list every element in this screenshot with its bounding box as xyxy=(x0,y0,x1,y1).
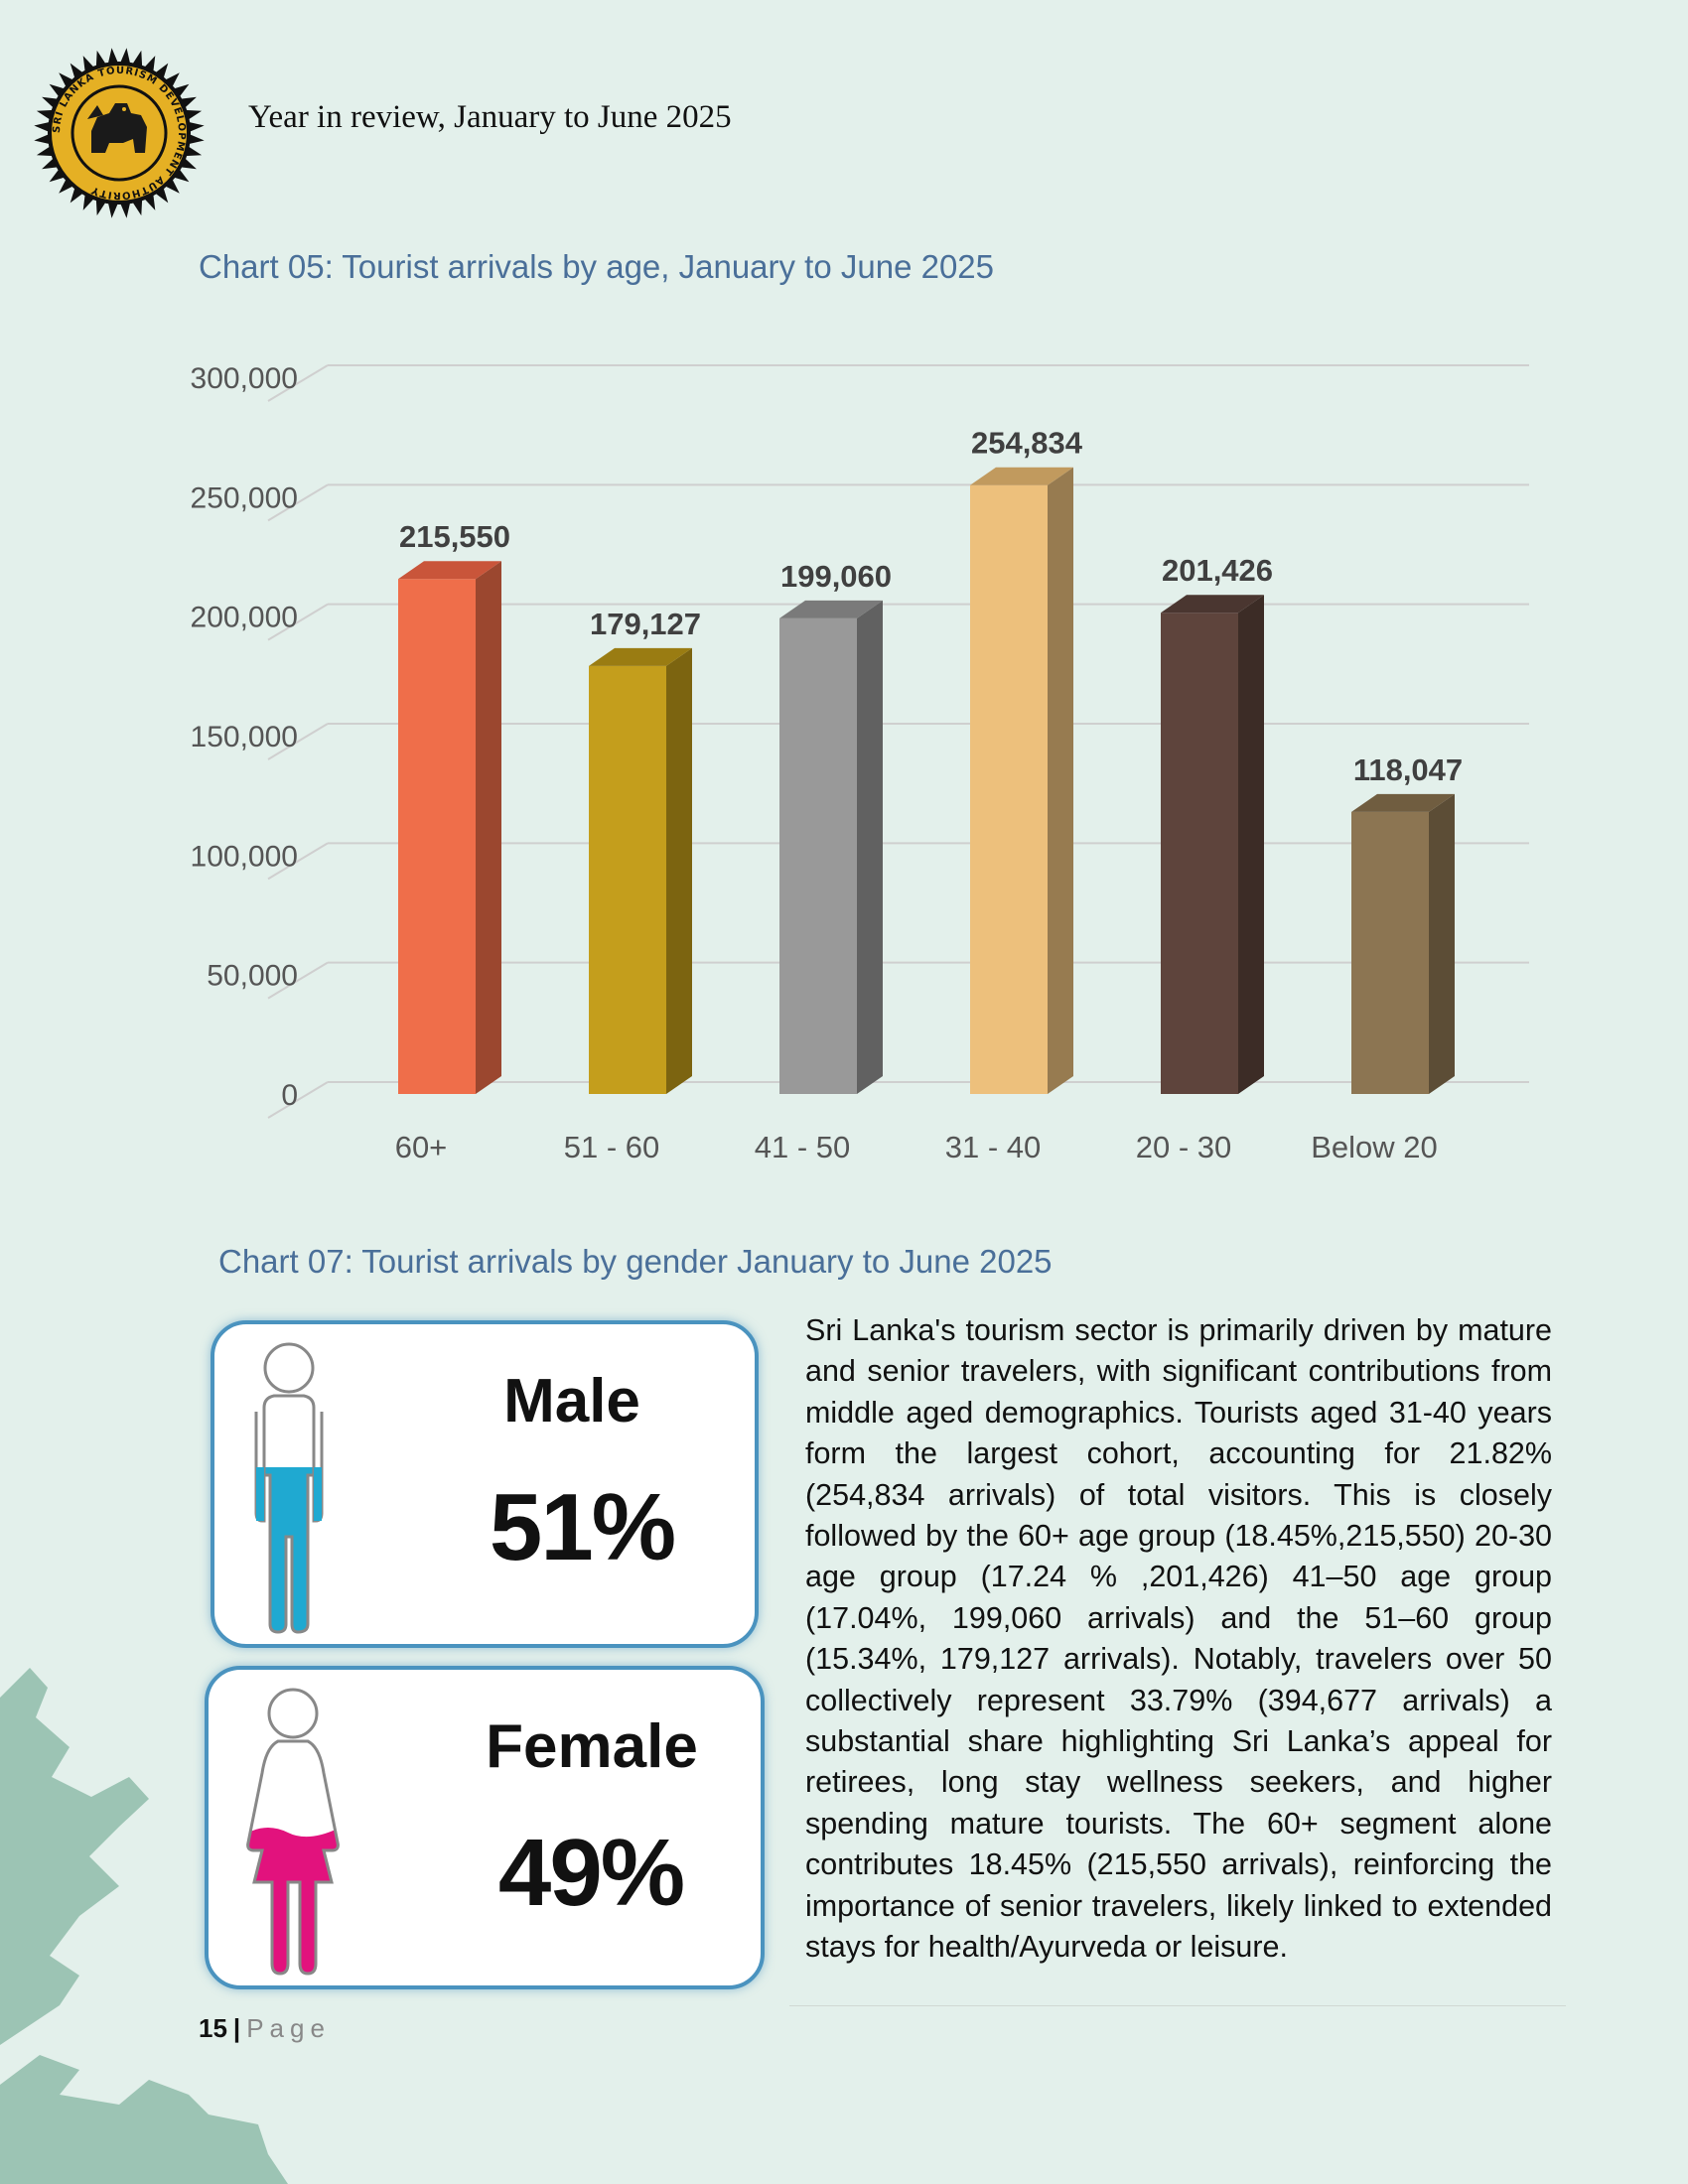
y-tick-label: 50,000 xyxy=(207,960,298,993)
page-separator: | xyxy=(232,2013,241,2043)
gridline-depth xyxy=(267,842,329,881)
bar-side xyxy=(1048,467,1073,1094)
bar-51 - 60 xyxy=(589,665,666,1094)
bar-top xyxy=(398,561,501,580)
bar-41 - 50 xyxy=(779,617,857,1094)
page-footer: 15 | Page xyxy=(199,2013,331,2044)
bar-top xyxy=(1351,793,1455,812)
bar-20 - 30 xyxy=(1161,613,1238,1094)
male-card: Male 51% xyxy=(211,1320,759,1648)
female-label: Female xyxy=(486,1712,698,1781)
data-label: 254,834 xyxy=(971,426,1083,461)
male-label: Male xyxy=(503,1367,640,1435)
data-label: 199,060 xyxy=(780,559,892,594)
male-percent: 51% xyxy=(489,1474,676,1580)
y-tick-label: 300,000 xyxy=(191,362,298,395)
data-label: 215,550 xyxy=(399,519,510,554)
data-label: 179,127 xyxy=(590,607,701,641)
bar-side xyxy=(666,647,692,1094)
bar-top xyxy=(1161,595,1264,614)
text-divider xyxy=(789,2005,1566,2006)
age-bar-chart: 0 50,000 100,000 150,000 200,000 250,000 300,0… xyxy=(191,362,1529,1164)
bar-Below 20 xyxy=(1351,811,1429,1094)
y-tick-label: 250,000 xyxy=(191,481,298,514)
gridline-depth xyxy=(267,723,329,760)
chart-07-title: Chart 07: Tourist arrivals by gender Jan… xyxy=(218,1243,1053,1280)
analysis-paragraph: Sri Lanka's tourism sector is primarily … xyxy=(805,1313,1552,1965)
x-tick-label: Below 20 xyxy=(1311,1130,1438,1164)
male-figure-icon xyxy=(254,1342,324,1634)
x-tick-label: 20 - 30 xyxy=(1136,1130,1232,1164)
bar-side xyxy=(1238,595,1264,1094)
y-tick-label: 100,000 xyxy=(191,840,298,873)
female-percent: 49% xyxy=(497,1820,685,1926)
female-card: Female 49% xyxy=(205,1666,765,1989)
x-tick-label: 51 - 60 xyxy=(564,1130,660,1164)
y-tick-label: 200,000 xyxy=(191,602,298,634)
data-label: 118,047 xyxy=(1353,752,1463,787)
x-tick-label: 60+ xyxy=(395,1130,448,1164)
bar-side xyxy=(857,600,883,1094)
gridline-depth xyxy=(267,483,329,522)
decorative-brush-graphic xyxy=(0,1668,288,2184)
bar-side xyxy=(1429,793,1455,1094)
report-header-title: Year in review, January to June 2025 xyxy=(248,99,732,135)
page-number: 15 xyxy=(199,2013,227,2043)
bar-top xyxy=(589,647,692,666)
chart-05-title: Chart 05: Tourist arrivals by age, Janua… xyxy=(199,248,995,285)
data-label: 201,426 xyxy=(1162,553,1273,588)
female-figure-icon xyxy=(246,1688,340,1976)
gridline-depth xyxy=(267,364,329,402)
bar-top xyxy=(779,600,883,618)
sltda-logo: SRI LANKA TOURISM DEVELOPMENT AUTHORITY xyxy=(34,48,205,218)
gridline-depth xyxy=(267,1081,329,1119)
y-tick-label: 150,000 xyxy=(191,721,298,753)
gridline-depth xyxy=(267,961,329,1000)
page-word: Page xyxy=(246,2013,331,2043)
bar-60+ xyxy=(398,579,476,1094)
x-tick-label: 31 - 40 xyxy=(945,1130,1042,1164)
y-tick-label: 0 xyxy=(281,1079,298,1112)
gridline-depth xyxy=(267,603,329,641)
x-tick-label: 41 - 50 xyxy=(755,1130,851,1164)
bar-top xyxy=(970,467,1073,485)
bar-side xyxy=(476,561,501,1094)
bar-31 - 40 xyxy=(970,484,1048,1094)
